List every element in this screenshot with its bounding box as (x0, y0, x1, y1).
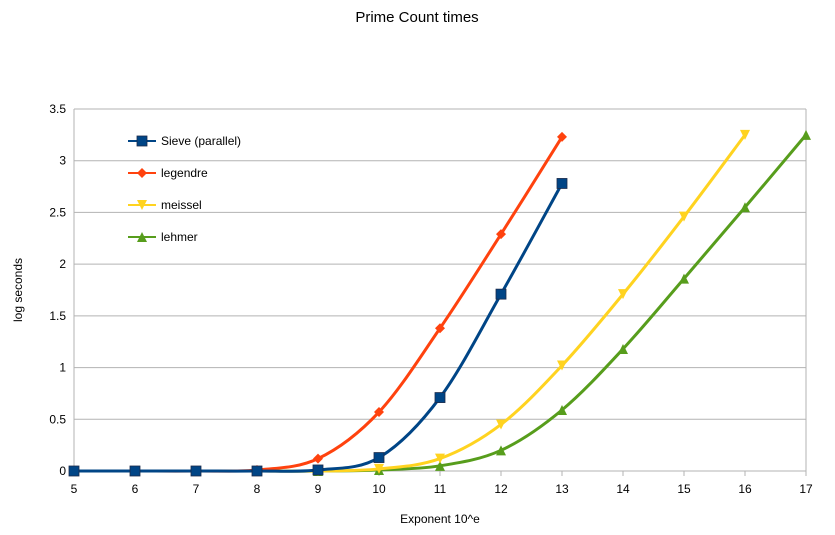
data-point (374, 407, 384, 418)
x-tick-label: 16 (738, 482, 752, 496)
x-axis-label: Exponent 10^e (400, 512, 480, 526)
y-tick-label: 3.5 (49, 102, 66, 116)
data-point (496, 445, 506, 456)
data-point (618, 343, 628, 354)
series-group (68, 129, 811, 477)
series-line (74, 133, 808, 473)
data-point (373, 452, 385, 463)
legend-label: Sieve (parallel) (161, 134, 241, 148)
x-tick-label: 6 (132, 482, 139, 496)
legend: Sieve (parallel) legendre meissel lehmer (128, 134, 241, 244)
data-point (435, 323, 445, 334)
series-0 (68, 178, 568, 477)
x-tick-label: 11 (434, 482, 447, 496)
legend-label: legendre (161, 166, 208, 180)
legend-label: lehmer (161, 230, 198, 244)
x-tick-label: 17 (799, 482, 813, 496)
series-3 (69, 129, 811, 476)
data-point (679, 273, 689, 284)
y-tick-label: 2.5 (49, 205, 66, 219)
data-point (556, 178, 568, 189)
y-tick-label: 2 (59, 257, 66, 271)
y-tick-label: 1 (59, 361, 66, 375)
chart-title: Prime Count times (355, 9, 478, 26)
y-axis-label: log seconds (11, 258, 25, 322)
x-tick-label: 10 (372, 482, 386, 496)
x-tick-label: 12 (494, 482, 508, 496)
data-point (251, 465, 263, 477)
data-point (68, 465, 80, 477)
y-tick-label: 0.5 (49, 412, 66, 426)
data-point (618, 289, 628, 300)
x-tick-label: 5 (71, 482, 78, 496)
legend-marker (136, 135, 148, 147)
x-tick-label: 15 (677, 482, 691, 496)
y-tick-label: 3 (59, 154, 66, 168)
data-point (557, 404, 567, 415)
x-tick-label: 7 (193, 482, 200, 496)
data-point (740, 202, 750, 213)
x-tick-label: 14 (616, 482, 630, 496)
data-point (313, 453, 323, 464)
legend-item: Sieve (parallel) (128, 134, 241, 148)
legend-item: legendre (128, 166, 208, 180)
series-2 (69, 129, 750, 476)
data-point (435, 453, 445, 464)
data-point (435, 460, 445, 471)
series-1 (69, 131, 567, 476)
data-point (679, 211, 689, 222)
series-line (74, 136, 564, 473)
data-point (740, 129, 750, 140)
y-tick-label: 1.5 (49, 309, 66, 323)
series-line (74, 182, 564, 473)
axes: 0 0.5 1 1.5 2 2.5 3 3.5 5 6 7 8 9 10 11 12 13 14 15 16 17 (49, 102, 813, 496)
legend-marker (137, 200, 147, 210)
x-tick-label: 9 (315, 482, 322, 496)
legend-marker (137, 232, 147, 242)
legend-label: meissel (161, 198, 202, 212)
x-tick-label: 8 (254, 482, 261, 496)
data-point (496, 229, 506, 240)
legend-marker (137, 168, 147, 178)
data-point (434, 392, 446, 403)
data-point (129, 465, 141, 477)
data-point (801, 129, 811, 140)
data-point (557, 360, 567, 371)
grid-lines (74, 108, 806, 472)
data-point (190, 465, 202, 477)
data-point (557, 131, 567, 142)
legend-item: meissel (128, 198, 202, 212)
x-tick-label: 13 (555, 482, 569, 496)
data-point (312, 464, 324, 476)
data-point (496, 419, 506, 430)
data-point (374, 463, 384, 474)
data-point (495, 288, 507, 300)
series-line (74, 133, 747, 473)
legend-item: lehmer (128, 230, 198, 244)
y-tick-label: 0 (59, 464, 66, 478)
